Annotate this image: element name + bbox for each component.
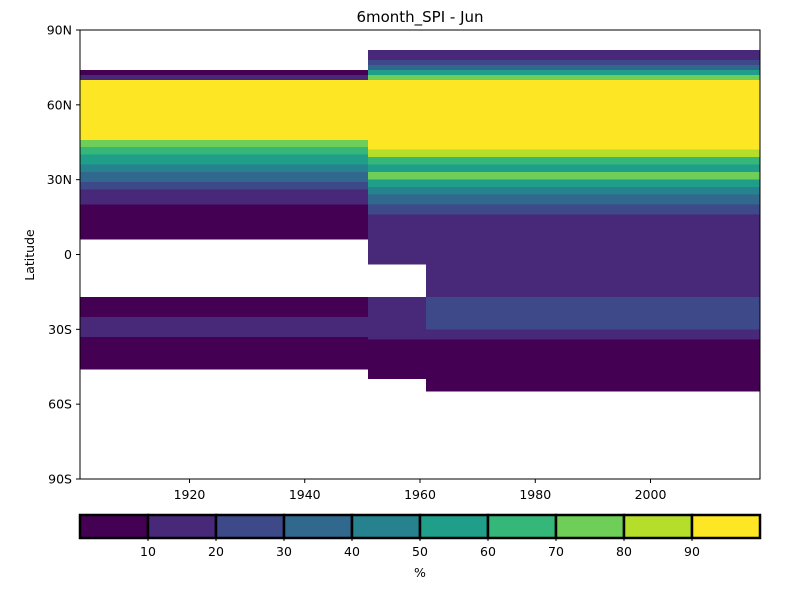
colorbar-tick-label-10: 10 xyxy=(140,544,156,559)
heatmap-cell-24 xyxy=(368,179,760,188)
heatmap-cell-21 xyxy=(368,157,760,165)
chart-title: 6month_SPI - Jun xyxy=(356,8,483,27)
y-axis-label: Latitude xyxy=(22,229,37,281)
colorbar-tick-label-60: 60 xyxy=(480,544,496,559)
heatmap-cell-18 xyxy=(368,74,760,80)
colorbar-tick-label-30: 30 xyxy=(276,544,292,559)
y-tick-label-30N: 30N xyxy=(47,172,72,187)
heatmap-cell-20 xyxy=(368,149,760,158)
y-tick-label-60N: 60N xyxy=(47,97,72,112)
heatmap-cell-26 xyxy=(368,194,760,205)
heatmap-cell-15 xyxy=(368,59,760,65)
heatmap-cell-14 xyxy=(368,49,760,60)
x-tick-label-2000: 2000 xyxy=(635,487,667,502)
heatmap-cell-5 xyxy=(80,154,369,165)
colorbar-bin-1 xyxy=(146,513,218,540)
heatmap-cell-29 xyxy=(425,264,760,297)
colorbar-bin-6 xyxy=(486,513,558,540)
heatmap-cell-3 xyxy=(80,139,369,148)
heatmap-cell-7 xyxy=(80,172,369,183)
y-tick-label-0: 0 xyxy=(64,247,72,262)
heatmap-cell-2 xyxy=(80,79,369,140)
y-tick-label-90N: 90N xyxy=(47,23,72,38)
heatmap-cell-31 xyxy=(425,329,760,340)
heatmap-cell-4 xyxy=(80,147,369,155)
y-axis: 90N 60N 30N 0 30S 60S 90S xyxy=(47,23,80,487)
heatmap-cell-17 xyxy=(368,69,760,75)
heatmap-cell-16 xyxy=(368,64,760,70)
colorbar-bin-4 xyxy=(350,513,422,540)
colorbar-bin-5 xyxy=(418,513,490,540)
heatmap-cell-32 xyxy=(425,339,760,392)
colorbar: 10 20 30 40 50 60 70 80 90 xyxy=(78,513,762,559)
heatmap-cell-33 xyxy=(368,296,426,340)
y-tick-label-90S: 90S xyxy=(48,472,72,487)
heatmap-cell-27 xyxy=(368,204,760,215)
colorbar-label: % xyxy=(414,565,426,580)
heatmap-cell-34 xyxy=(368,339,426,380)
colorbar-bin-8 xyxy=(622,513,694,540)
x-tick-label-1920: 1920 xyxy=(174,487,206,502)
y-tick-label-60S: 60S xyxy=(48,397,72,412)
colorbar-bin-7 xyxy=(554,513,626,540)
x-tick-label-1940: 1940 xyxy=(289,487,321,502)
colorbar-bin-0 xyxy=(78,513,150,540)
colorbar-bin-2 xyxy=(214,513,286,540)
heatmap-cell-0 xyxy=(80,69,369,75)
heatmap-cell-23 xyxy=(368,172,760,180)
colorbar-tick-label-70: 70 xyxy=(548,544,564,559)
heatmap-cell-8 xyxy=(80,182,369,190)
heatmap-cell-11 xyxy=(80,296,369,317)
colorbar-tick-label-80: 80 xyxy=(616,544,632,559)
x-tick-label-1960: 1960 xyxy=(404,487,436,502)
x-axis: 1920 1940 1960 1980 2000 xyxy=(174,479,667,502)
heatmap-cell-22 xyxy=(368,164,760,173)
colorbar-tick-label-50: 50 xyxy=(412,544,428,559)
heatmap-cell-12 xyxy=(80,316,369,337)
colorbar-bin-3 xyxy=(282,513,354,540)
colorbar-tick-label-40: 40 xyxy=(344,544,360,559)
heatmap-cell-9 xyxy=(80,189,369,205)
y-tick-label-30S: 30S xyxy=(48,322,72,337)
heatmap-cell-25 xyxy=(368,187,760,195)
colorbar-tick-label-20: 20 xyxy=(208,544,224,559)
colorbar-tick-label-90: 90 xyxy=(684,544,700,559)
heatmap-cell-1 xyxy=(80,74,369,80)
x-tick-label-1980: 1980 xyxy=(519,487,551,502)
heatmap-cell-10 xyxy=(80,204,369,240)
colorbar-bin-9 xyxy=(690,513,762,540)
heatmap-cell-19 xyxy=(368,79,760,150)
heatmap-cell-6 xyxy=(80,164,369,173)
heatmap-cell-13 xyxy=(80,336,369,370)
heatmap-cell-28 xyxy=(368,214,760,265)
heatmap-cell-30 xyxy=(425,296,760,330)
heatmap-cells xyxy=(80,49,760,392)
